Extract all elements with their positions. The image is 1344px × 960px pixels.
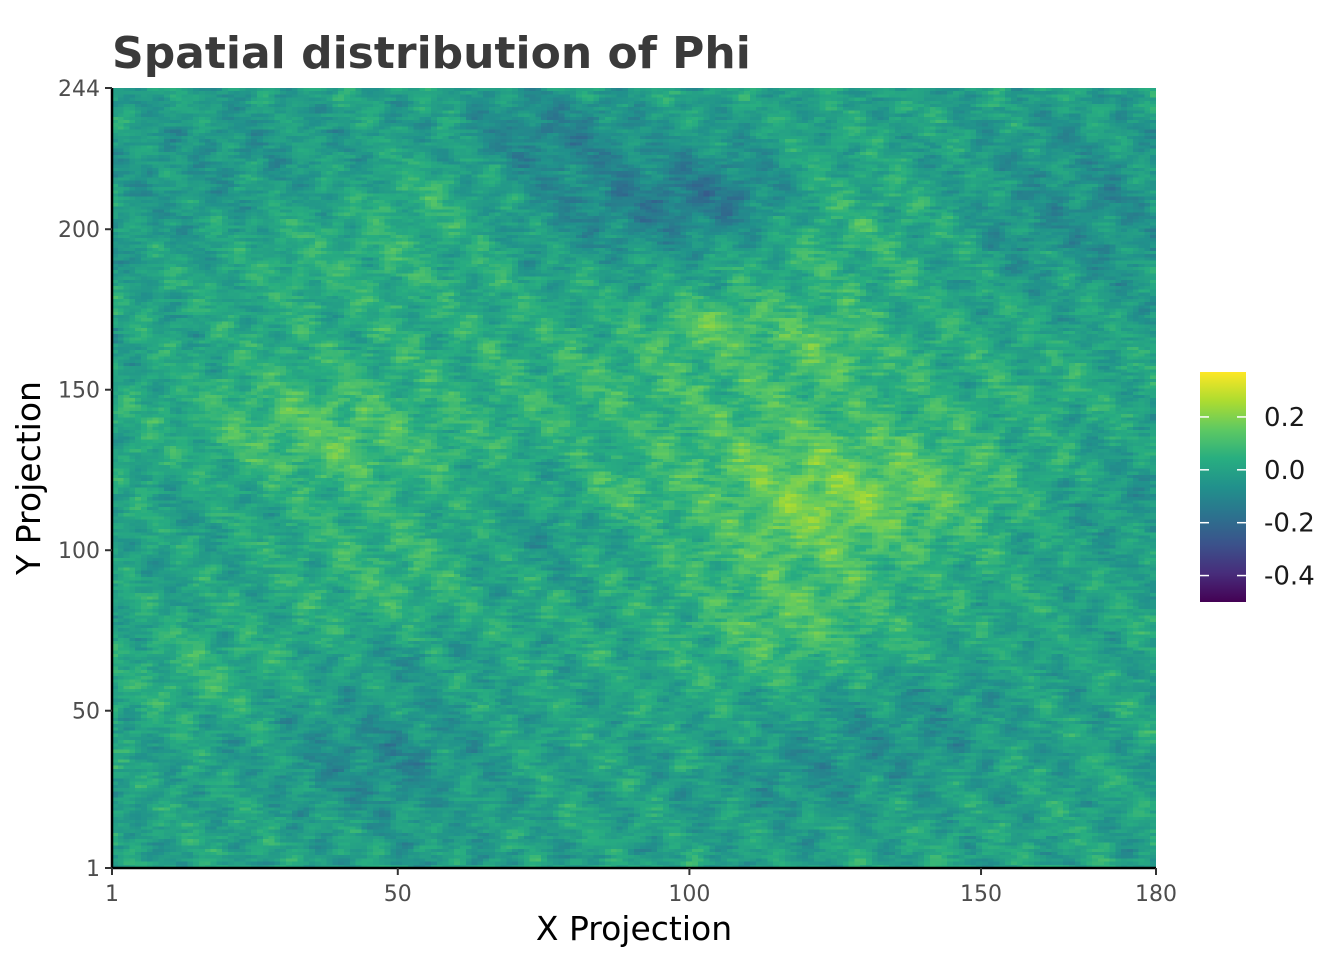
x-tick-label: 1 bbox=[105, 882, 119, 907]
y-tick-label: 100 bbox=[58, 539, 100, 564]
y-tick-label: 50 bbox=[72, 700, 100, 725]
x-tick-label: 180 bbox=[1135, 882, 1177, 907]
y-tick-label: 150 bbox=[58, 379, 100, 404]
heatmap-raster bbox=[112, 88, 1156, 868]
y-tick-label: 1 bbox=[86, 857, 100, 882]
legend-tick-label: 0.0 bbox=[1264, 456, 1305, 486]
y-axis-title: Y Projection bbox=[9, 381, 48, 576]
chart-title: Spatial distribution of Phi bbox=[112, 28, 751, 79]
colorbar bbox=[1200, 372, 1246, 602]
x-tick-label: 100 bbox=[668, 882, 710, 907]
x-tick-label: 50 bbox=[384, 882, 412, 907]
legend-tick-label: -0.2 bbox=[1264, 509, 1315, 539]
colorbar-legend: 0.2 0.0 -0.2 -0.4 bbox=[1200, 372, 1315, 602]
x-ticks: 1 50 100 150 180 bbox=[105, 868, 1177, 907]
legend-tick-label: -0.4 bbox=[1264, 562, 1315, 592]
heatmap-cells bbox=[112, 88, 1156, 868]
legend-tick-label: 0.2 bbox=[1264, 403, 1305, 433]
x-axis-title: X Projection bbox=[536, 909, 732, 948]
y-tick-label: 244 bbox=[58, 77, 100, 102]
x-tick-label: 150 bbox=[960, 882, 1002, 907]
y-tick-label: 200 bbox=[58, 218, 100, 243]
